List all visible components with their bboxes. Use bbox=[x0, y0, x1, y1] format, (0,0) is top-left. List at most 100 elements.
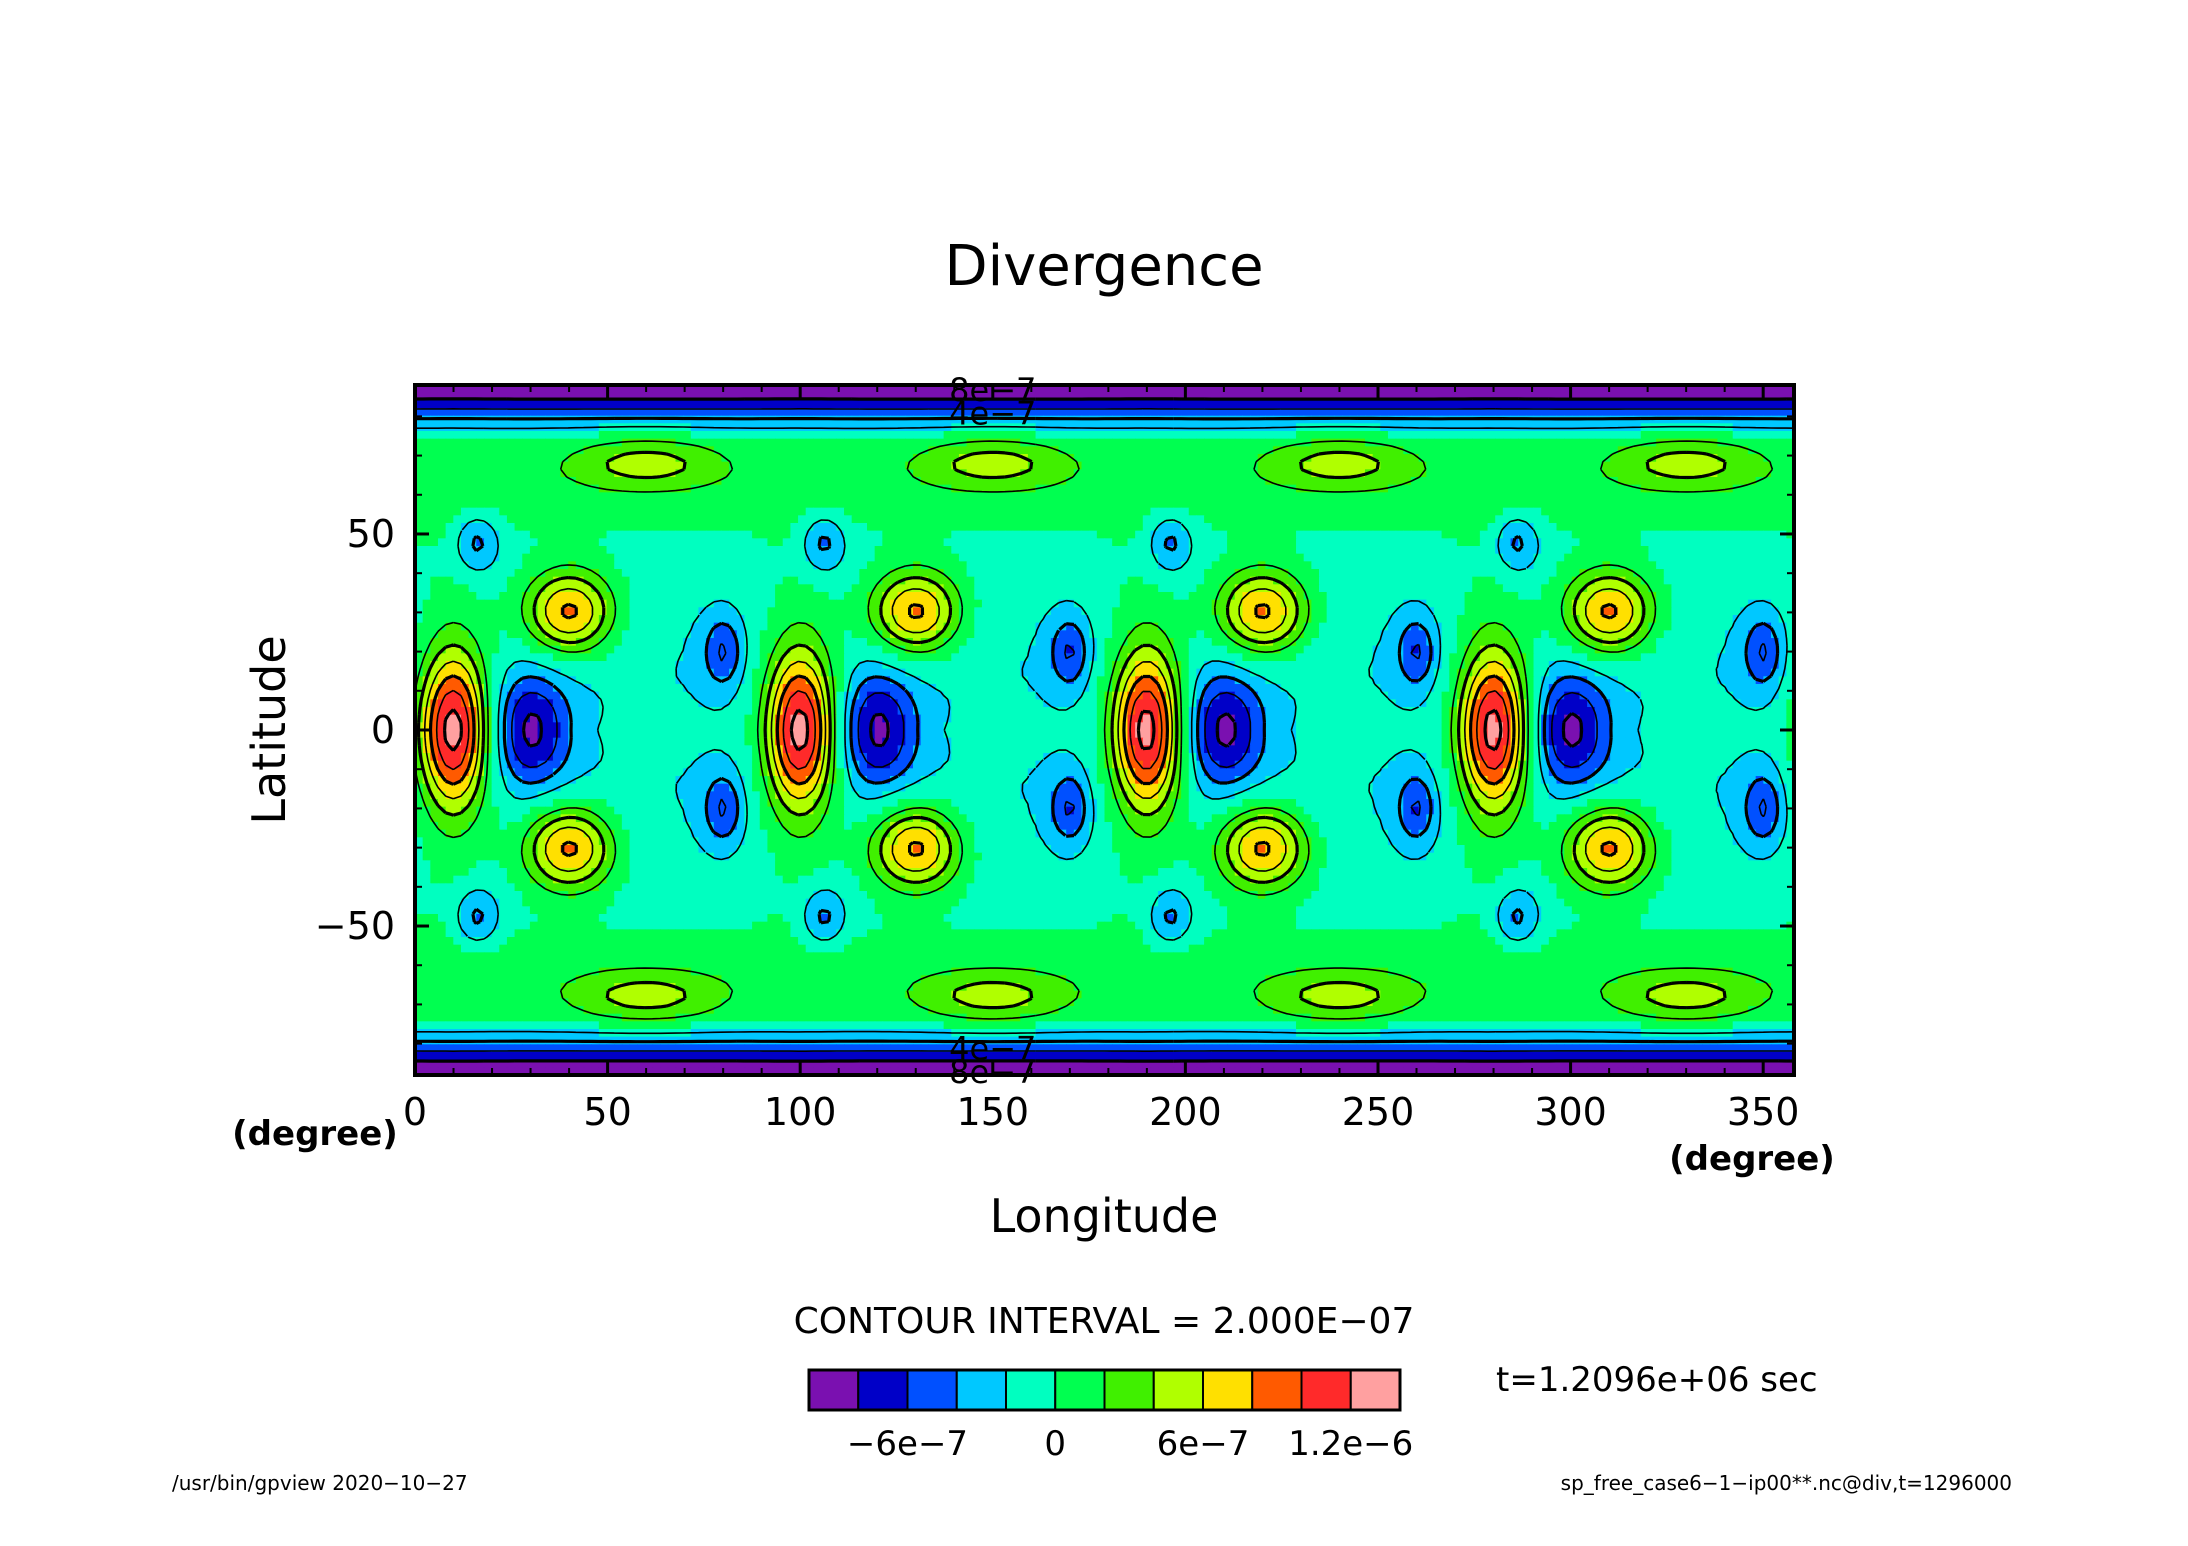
fill-cell bbox=[683, 530, 692, 539]
fill-cell bbox=[629, 484, 638, 493]
fill-cell bbox=[499, 561, 508, 570]
fill-cell bbox=[483, 461, 493, 470]
fill-cell bbox=[951, 523, 960, 532]
fill-cell bbox=[1571, 538, 1581, 547]
fill-cell bbox=[690, 584, 700, 593]
fill-cell bbox=[1387, 454, 1397, 463]
fill-cell bbox=[430, 484, 439, 493]
fill-cell bbox=[1709, 446, 1718, 455]
fill-cell bbox=[652, 584, 661, 593]
fill-cell bbox=[1349, 538, 1358, 547]
fill-cell bbox=[652, 561, 661, 570]
fill-cell bbox=[1487, 507, 1496, 516]
fill-cell bbox=[1403, 446, 1412, 455]
fill-cell bbox=[675, 461, 684, 470]
fill-cell bbox=[1280, 576, 1289, 585]
fill-cell bbox=[1104, 530, 1113, 539]
fill-cell bbox=[1089, 484, 1098, 493]
fill-cell bbox=[522, 500, 531, 509]
fill-cell bbox=[1296, 477, 1305, 486]
fill-cell bbox=[1648, 477, 1657, 486]
fill-cell bbox=[1602, 507, 1611, 516]
fill-cell bbox=[468, 484, 477, 493]
fill-cell bbox=[828, 408, 837, 417]
fill-cell bbox=[1433, 492, 1443, 501]
fill-cell bbox=[1694, 553, 1703, 562]
fill-cell bbox=[1495, 477, 1504, 486]
fill-cell bbox=[1449, 392, 1458, 401]
fill-cell bbox=[798, 507, 807, 516]
fill-cell bbox=[1265, 546, 1274, 555]
fill-cell bbox=[1464, 538, 1473, 547]
fill-cell bbox=[506, 530, 516, 539]
fill-cell bbox=[1250, 400, 1259, 409]
fill-cell bbox=[1740, 431, 1749, 440]
fill-cell bbox=[1525, 400, 1535, 409]
fill-cell bbox=[1479, 576, 1489, 585]
fill-cell bbox=[1127, 492, 1136, 501]
fill-cell bbox=[1464, 484, 1473, 493]
fill-cell bbox=[437, 400, 447, 409]
fill-cell bbox=[514, 492, 523, 501]
fill-cell bbox=[851, 392, 860, 401]
fill-cell bbox=[629, 492, 638, 501]
fill-cell bbox=[1610, 569, 1619, 578]
fill-cell bbox=[1403, 515, 1412, 524]
fill-cell bbox=[1387, 492, 1397, 501]
fill-cell bbox=[1564, 392, 1573, 401]
fill-cell bbox=[966, 584, 975, 593]
fill-cell bbox=[1449, 553, 1458, 562]
fill-cell bbox=[759, 431, 769, 440]
fill-cell bbox=[575, 584, 585, 593]
fill-cell bbox=[1541, 392, 1550, 401]
fill-cell bbox=[1043, 500, 1052, 509]
fill-cell bbox=[1219, 392, 1228, 401]
fill-cell bbox=[1495, 484, 1504, 493]
fill-cell bbox=[1740, 538, 1749, 547]
fill-cell bbox=[522, 553, 531, 562]
fill-cell bbox=[1548, 530, 1558, 539]
fill-cell bbox=[698, 477, 707, 486]
fill-cell bbox=[1479, 431, 1489, 440]
fill-cell bbox=[514, 400, 523, 409]
fill-cell bbox=[1449, 492, 1458, 501]
fill-cell bbox=[813, 569, 822, 578]
fill-cell bbox=[1548, 446, 1558, 455]
fill-cell bbox=[706, 576, 715, 585]
fill-cell bbox=[974, 400, 983, 409]
fill-cell bbox=[1150, 592, 1159, 601]
fill-cell bbox=[1334, 584, 1343, 593]
fill-cell bbox=[529, 584, 539, 593]
fill-cell bbox=[1732, 400, 1741, 409]
fill-cell bbox=[958, 400, 968, 409]
fill-cell bbox=[935, 569, 945, 578]
fill-cell bbox=[437, 507, 447, 516]
fill-cell bbox=[1602, 546, 1611, 555]
fill-cell bbox=[1043, 569, 1052, 578]
fill-cell bbox=[1472, 576, 1481, 585]
fill-cell bbox=[897, 431, 906, 440]
fill-cell bbox=[1112, 515, 1121, 524]
fill-cell bbox=[1587, 484, 1596, 493]
fill-cell bbox=[652, 408, 661, 417]
fill-cell bbox=[828, 431, 837, 440]
fill-cell bbox=[920, 523, 929, 532]
fill-cell bbox=[499, 461, 508, 470]
fill-cell bbox=[744, 392, 753, 401]
fill-cell bbox=[1410, 469, 1420, 478]
fill-cell bbox=[805, 592, 814, 601]
fill-cell bbox=[491, 546, 500, 555]
fill-cell bbox=[675, 569, 684, 578]
fill-cell bbox=[683, 569, 692, 578]
fill-cell bbox=[1556, 423, 1565, 432]
fill-cell bbox=[560, 546, 569, 555]
fill-cell bbox=[1219, 446, 1228, 455]
fill-cell bbox=[1142, 584, 1152, 593]
fill-cell bbox=[437, 576, 447, 585]
fill-cell bbox=[874, 523, 883, 532]
fill-cell bbox=[1073, 392, 1083, 401]
fill-cell bbox=[667, 553, 677, 562]
fill-cell bbox=[951, 592, 960, 601]
fill-cell bbox=[1073, 408, 1083, 417]
fill-cell bbox=[629, 469, 638, 478]
